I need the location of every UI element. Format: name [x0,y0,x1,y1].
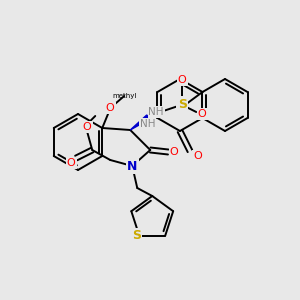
Polygon shape [130,115,150,130]
Text: NH: NH [148,107,164,117]
Text: O: O [178,75,187,85]
Text: NH: NH [140,119,155,129]
Text: O: O [67,158,76,168]
Text: O: O [198,109,207,119]
Text: O: O [194,151,202,161]
Text: O: O [170,147,178,157]
Text: S: S [132,229,141,242]
Text: methyl: methyl [112,93,136,99]
Text: S: S [178,98,187,110]
Text: N: N [127,160,137,172]
Text: O: O [106,103,115,113]
Text: O: O [83,122,92,132]
